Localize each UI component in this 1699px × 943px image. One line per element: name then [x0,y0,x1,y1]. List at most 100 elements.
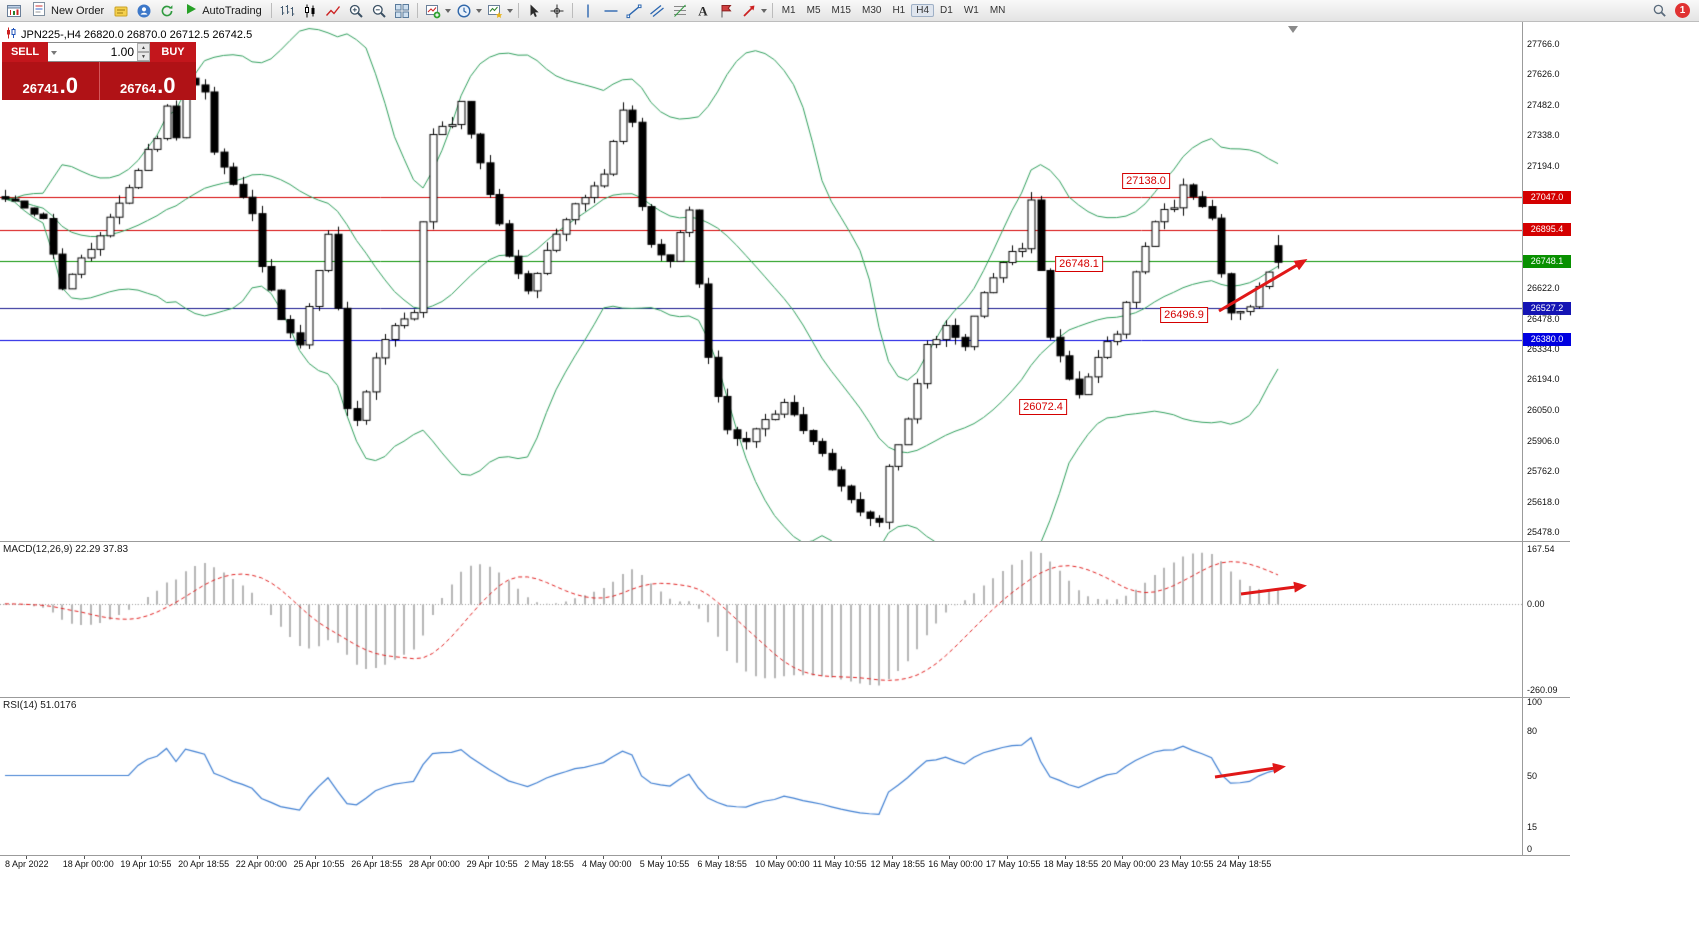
timeframe-w1[interactable]: W1 [963,5,979,16]
search-icon[interactable] [1648,1,1670,21]
sell-price[interactable]: 26741.0 [2,62,99,100]
zoom-out-icon[interactable] [368,1,390,21]
new-chart-icon[interactable] [422,1,444,21]
buy-button[interactable]: BUY [150,42,196,62]
timeframe-m30[interactable]: M30 [861,5,882,16]
trendline-icon[interactable] [623,1,645,21]
time-axis-label: 4 May 00:00 [582,859,632,869]
time-axis-tick [1237,856,1239,859]
time-axis-label: 8 Apr 2022 [5,859,49,869]
vertical-line-icon[interactable] [577,1,599,21]
time-axis-label: 17 May 10:55 [985,859,1041,869]
timeframe-m15[interactable]: M15 [831,5,851,16]
symbol-chart-icon [5,26,17,44]
macd-axis-label: -260.09 [1527,685,1558,695]
autotrading-label: AutoTrading [202,4,262,17]
time-axis-tick [718,856,720,859]
pane-separator[interactable] [0,541,1570,542]
chevron-down-icon[interactable] [760,9,767,16]
sell-button[interactable]: SELL [2,42,48,62]
step-down-icon[interactable]: ▼ [137,52,150,61]
time-axis-tick [83,856,85,859]
horizontal-line-icon[interactable] [600,1,622,21]
price-callout[interactable]: 26072.4 [1019,399,1067,415]
step-up-icon[interactable]: ▲ [137,43,150,52]
new-order-button[interactable]: New Order [26,1,109,21]
autotrading-button[interactable]: AutoTrading [179,1,267,21]
rsi-pane-canvas[interactable] [0,698,1522,855]
arrow-tool-icon[interactable] [738,1,760,21]
price-axis-line [1522,22,1523,856]
time-axis-label: 11 May 10:55 [812,859,867,869]
macd-axis-label: 0.00 [1527,598,1545,609]
templates-icon[interactable] [484,1,506,21]
volume-value[interactable]: 1.00 [110,45,134,59]
time-axis-label: 26 Apr 18:55 [351,859,403,869]
profiles-icon[interactable] [453,1,475,21]
one-click-trading-panel: SELL 1.00 ▲ ▼ BUY 26741.0 26764.0 [2,42,196,100]
text-icon[interactable]: A [692,1,714,21]
zoom-in-icon[interactable] [345,1,367,21]
chart-shift-marker[interactable] [1288,26,1298,33]
toolbar-separator [771,3,773,18]
main-chart-canvas[interactable] [0,22,1522,541]
refresh-icon[interactable] [156,1,178,21]
volume-field[interactable]: 1.00 ▲ ▼ [48,42,150,62]
time-axis-label: 6 May 18:55 [697,859,747,869]
buy-price[interactable]: 26764.0 [98,62,197,100]
timeframe-m1[interactable]: M1 [781,5,796,16]
time-axis-tick [256,856,258,859]
timeframe-h4[interactable]: H4 [911,4,935,17]
toolbar: New Order AutoTrading A M1 M5 [0,0,1699,22]
label-icon[interactable] [715,1,737,21]
price-axis-label: 25618.0 [1527,497,1560,508]
line-chart-icon[interactable] [322,1,344,21]
price-callout[interactable]: 27138.0 [1122,173,1170,189]
chevron-down-icon[interactable] [51,50,57,58]
time-axis-label: 2 May 18:55 [524,859,574,869]
time-axis-label: 20 May 00:00 [1101,859,1156,869]
timeframe-d1[interactable]: D1 [940,5,953,16]
buy-price-main: 26764 [119,81,157,96]
chart-window-icon[interactable] [3,1,25,21]
time-axis-tick [1122,856,1124,859]
quantity-stepper[interactable]: ▲ ▼ [137,43,150,61]
price-axis-label: 27482.0 [1527,99,1560,110]
community-icon[interactable] [133,1,155,21]
bar-chart-icon[interactable] [276,1,298,21]
price-callout[interactable]: 26496.9 [1160,307,1208,323]
time-axis-label: 16 May 00:00 [928,859,983,869]
timeframe-h1[interactable]: H1 [892,5,906,16]
macd-pane-canvas[interactable] [0,542,1522,697]
chevron-down-icon[interactable] [444,9,451,16]
pane-separator[interactable] [0,697,1570,698]
rsi-axis-label: 0 [1527,844,1533,854]
time-axis-tick [1180,856,1181,859]
fibonacci-icon[interactable] [669,1,691,21]
toolbar-separator [270,3,272,18]
time-axis-label: 24 May 18:55 [1216,859,1272,869]
metaeditor-icon[interactable] [110,1,132,21]
rsi-axis-label: 100 [1527,697,1543,707]
chevron-down-icon[interactable] [506,9,513,16]
price-axis-label: 27766.0 [1527,38,1560,49]
channel-icon[interactable] [646,1,668,21]
crosshair-icon[interactable] [546,1,568,21]
candlestick-chart-icon[interactable] [299,1,321,21]
tile-windows-icon[interactable] [391,1,413,21]
price-callout[interactable]: 26748.1 [1055,256,1103,272]
price-axis-label: 25762.0 [1527,466,1560,477]
time-axis-tick [487,856,489,859]
price-axis-label: 27194.0 [1527,160,1560,171]
time-axis-tick [314,856,316,859]
time-axis-tick [26,856,27,859]
price-axis-label: 27626.0 [1527,68,1560,79]
time-axis-tick [141,856,143,859]
chevron-down-icon[interactable] [475,9,482,16]
cursor-icon[interactable] [523,1,545,21]
timeframe-m5[interactable]: M5 [806,5,821,16]
notification-badge[interactable]: 1 [1675,3,1690,18]
timeframe-mn[interactable]: MN [989,5,1006,16]
time-axis-label: 25 Apr 10:55 [293,859,345,869]
time-axis-tick [429,856,431,859]
